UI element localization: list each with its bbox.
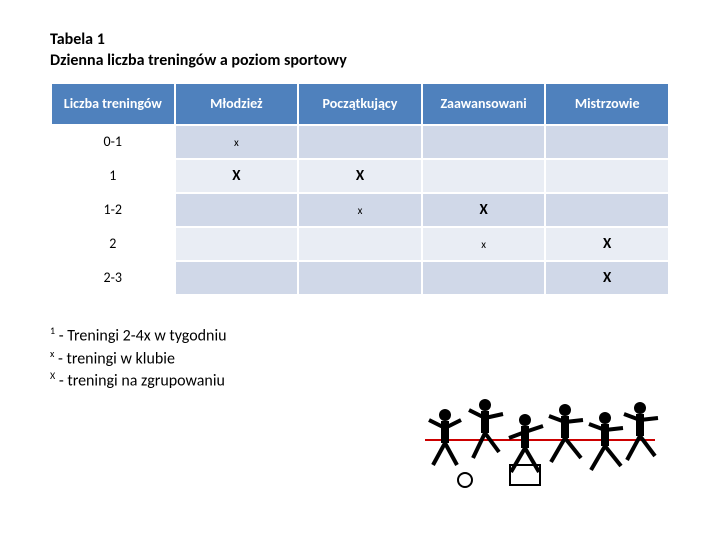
footnote-1: 1 - Treningi 2-4x w tygodniu bbox=[50, 324, 670, 347]
mark: x bbox=[358, 204, 363, 217]
col-header-advanced: Zaawansowani bbox=[422, 83, 546, 125]
header-row: Liczba treningów Młodzież Początkujący Z… bbox=[51, 83, 669, 125]
cell: X bbox=[545, 227, 669, 261]
col-header-count: Liczba treningów bbox=[51, 83, 175, 125]
cell bbox=[422, 125, 546, 159]
cell: X bbox=[298, 159, 422, 193]
footnote-text: - Treningi 2-4x w tygodniu bbox=[55, 326, 226, 345]
cell bbox=[545, 193, 669, 227]
cell bbox=[545, 159, 669, 193]
col-header-youth: Młodzież bbox=[175, 83, 299, 125]
cell: X bbox=[545, 261, 669, 295]
cell bbox=[422, 261, 546, 295]
table-row: 2 x X bbox=[51, 227, 669, 261]
mark: x bbox=[234, 136, 239, 149]
cell: x bbox=[175, 125, 299, 159]
row-label: 1 bbox=[51, 159, 175, 193]
col-header-masters: Mistrzowie bbox=[545, 83, 669, 125]
mark: X bbox=[479, 201, 487, 219]
cell: x bbox=[422, 227, 546, 261]
mark: X bbox=[232, 167, 240, 185]
page: Tabela 1 Dzienna liczba treningów a pozi… bbox=[0, 0, 720, 412]
mark: X bbox=[603, 269, 611, 287]
cell: x bbox=[298, 193, 422, 227]
cell bbox=[298, 261, 422, 295]
cell bbox=[175, 227, 299, 261]
cell bbox=[175, 261, 299, 295]
caption-line-2: Dzienna liczba treningów a poziom sporto… bbox=[50, 51, 670, 72]
table-row: 2-3 X bbox=[51, 261, 669, 295]
cell: X bbox=[422, 193, 546, 227]
training-table: Liczba treningów Młodzież Początkujący Z… bbox=[50, 82, 670, 296]
cell bbox=[298, 125, 422, 159]
cell bbox=[175, 193, 299, 227]
row-label: 2 bbox=[51, 227, 175, 261]
mark: X bbox=[603, 235, 611, 253]
row-label: 2-3 bbox=[51, 261, 175, 295]
mark: x bbox=[481, 238, 486, 251]
table-row: 1 X X bbox=[51, 159, 669, 193]
cell bbox=[422, 159, 546, 193]
footnote-text: - treningi w klubie bbox=[54, 349, 175, 368]
mark: X bbox=[356, 167, 364, 185]
row-label: 0-1 bbox=[51, 125, 175, 159]
athletes-illustration bbox=[415, 380, 665, 510]
caption-line-1: Tabela 1 bbox=[50, 30, 670, 51]
table-caption: Tabela 1 Dzienna liczba treningów a pozi… bbox=[50, 30, 670, 72]
table-row: 0-1 x bbox=[51, 125, 669, 159]
cell: X bbox=[175, 159, 299, 193]
col-header-beginners: Początkujący bbox=[298, 83, 422, 125]
cell bbox=[545, 125, 669, 159]
cell bbox=[298, 227, 422, 261]
row-label: 1-2 bbox=[51, 193, 175, 227]
footnote-2: x - treningi w klubie bbox=[50, 347, 670, 370]
table-row: 1-2 x X bbox=[51, 193, 669, 227]
footnote-text: - treningi na zgrupowaniu bbox=[55, 372, 225, 391]
